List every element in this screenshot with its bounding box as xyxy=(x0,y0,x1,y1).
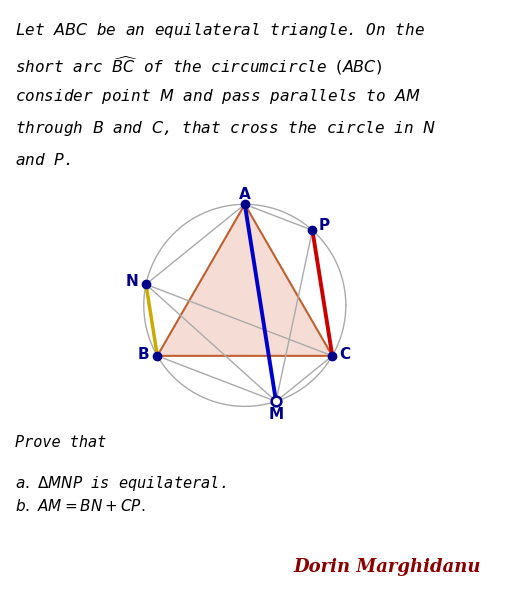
Text: $b.\ \mathit{AM} = \mathit{BN} + \mathit{CP}.$: $b.\ \mathit{AM} = \mathit{BN} + \mathit… xyxy=(15,498,146,513)
Text: consider point $\mathit{M}$ and pass parallels to $\mathit{AM}$: consider point $\mathit{M}$ and pass par… xyxy=(15,87,420,106)
Text: Prove that: Prove that xyxy=(15,435,106,450)
Text: A: A xyxy=(238,187,250,202)
Text: $a.\ \Delta\mathit{MNP}$ is equilateral.: $a.\ \Delta\mathit{MNP}$ is equilateral. xyxy=(15,474,226,493)
Text: P: P xyxy=(318,218,329,233)
Text: Dorin Marghidanu: Dorin Marghidanu xyxy=(293,558,480,576)
Text: short arc $\widehat{\mathit{BC}}$ of the circumcircle $(\mathit{ABC})$: short arc $\widehat{\mathit{BC}}$ of the… xyxy=(15,54,382,77)
Text: M: M xyxy=(268,407,283,422)
Text: through $\mathit{B}$ and $\mathit{C}$, that cross the circle in $\mathit{N}$: through $\mathit{B}$ and $\mathit{C}$, t… xyxy=(15,119,436,139)
Text: B: B xyxy=(137,347,149,362)
Polygon shape xyxy=(157,204,332,356)
Text: C: C xyxy=(338,347,349,362)
Text: N: N xyxy=(125,274,138,289)
Text: Let $\mathit{ABC}$ be an equilateral triangle. On the: Let $\mathit{ABC}$ be an equilateral tri… xyxy=(15,21,425,40)
Text: and $\mathit{P}$.: and $\mathit{P}$. xyxy=(15,152,71,168)
